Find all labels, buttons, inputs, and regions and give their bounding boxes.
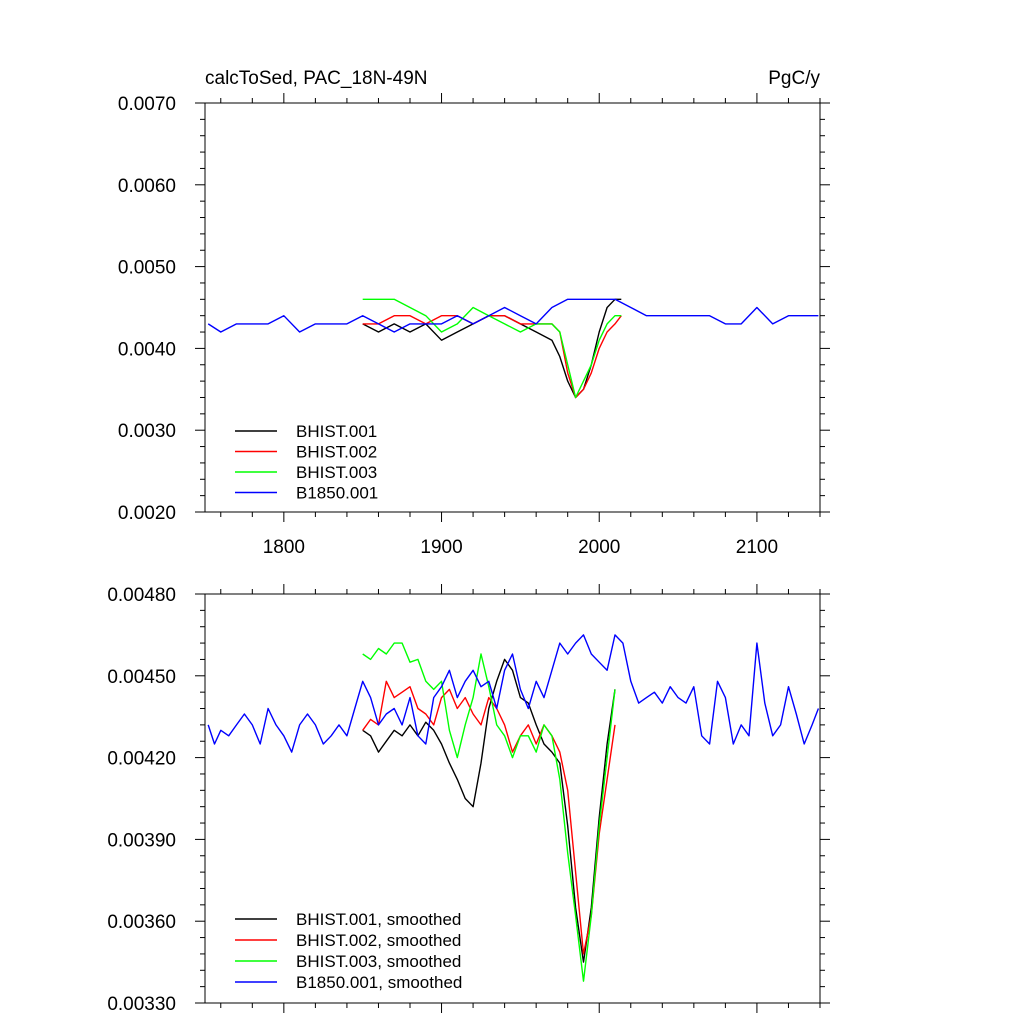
y-tick-label: 0.0070: [118, 94, 176, 115]
series-line-2: [362, 315, 622, 399]
top-panel: 1800 1900 2000 2100 0.0020 0.0030 0.0040 0.0050…: [118, 93, 830, 558]
legend-label: BHIST.003: [296, 463, 377, 482]
x-tick-label: 1800: [263, 537, 305, 558]
y-tick-label: 0.00360: [107, 912, 176, 933]
y-tick-label: 0.0030: [118, 421, 176, 442]
series-line-4: [207, 634, 820, 753]
units-label: PgC/y: [768, 68, 820, 89]
y-tick-label: 0.00450: [107, 667, 176, 688]
y-tick-label: 0.00390: [107, 830, 176, 851]
series-line-4: [207, 298, 819, 333]
legend-label: B1850.001, smoothed: [296, 973, 462, 992]
legend-label: BHIST.002: [296, 443, 377, 462]
legend-label: B1850.001: [296, 484, 378, 503]
series-line-1: [362, 658, 616, 963]
legend-label: BHIST.002, smoothed: [296, 931, 461, 950]
legend-label: BHIST.003, smoothed: [296, 952, 461, 971]
y-tick-label: 0.0020: [118, 503, 176, 524]
series-line-3: [362, 642, 616, 982]
chart-title: calcToSed, PAC_18N-49N: [205, 68, 427, 89]
y-tick-label: 0.00330: [107, 994, 176, 1015]
y-tick-label: 0.00420: [107, 749, 176, 770]
y-tick-label: 0.0050: [118, 258, 176, 279]
series-line-2: [362, 680, 616, 955]
legend-label: BHIST.001, smoothed: [296, 910, 461, 929]
bottom-panel: 0.00330 0.00360 0.00390 0.00420 0.00450 0.004…: [107, 584, 830, 1015]
plot-frame: [204, 593, 821, 1004]
y-tick-label: 0.0060: [118, 176, 176, 197]
x-tick-label: 2000: [578, 537, 620, 558]
x-tick-label: 1900: [420, 537, 462, 558]
plot-frame: [204, 102, 821, 513]
y-tick-label: 0.0040: [118, 339, 176, 360]
legend-label: BHIST.001: [296, 422, 377, 441]
x-tick-label: 2100: [736, 537, 778, 558]
y-tick-label: 0.00480: [107, 585, 176, 606]
series-line-3: [362, 298, 622, 399]
